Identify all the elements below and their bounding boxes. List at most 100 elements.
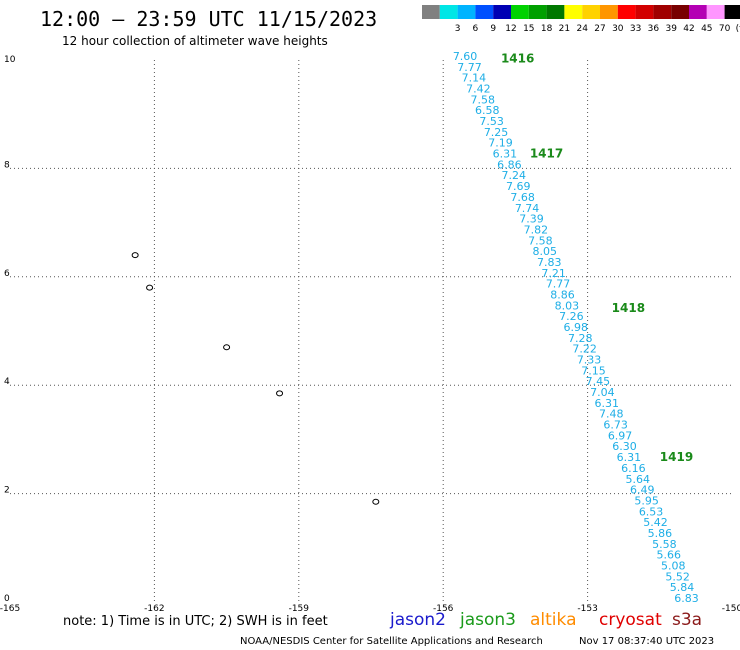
swh-value: 8.05: [533, 245, 558, 258]
satellite-legend-item: jason2: [389, 610, 446, 630]
swh-value: 6.83: [674, 592, 699, 605]
swh-value: 7.39: [519, 213, 544, 226]
y-tick-label: 6: [4, 269, 10, 279]
swh-track: 7.607.777.147.427.586.587.537.257.196.31…: [453, 50, 699, 605]
legend-label: 39: [665, 24, 677, 34]
swh-value: 7.42: [466, 83, 491, 96]
y-tick-label: 0: [4, 594, 10, 604]
swh-value: 8.86: [550, 288, 575, 301]
swh-value: 7.24: [502, 169, 527, 182]
swh-value: 6.31: [595, 397, 620, 410]
footer-agency: NOAA/NESDIS Center for Satellite Applica…: [240, 636, 543, 647]
footer-timestamp: Nov 17 08:37:40 UTC 2023: [579, 636, 714, 647]
swh-value: 5.86: [648, 527, 673, 540]
swh-value: 6.53: [639, 505, 664, 518]
swh-value: 5.66: [657, 549, 682, 562]
grid-lines: [10, 60, 732, 602]
legend-swatch: [600, 5, 618, 19]
swh-value: 7.28: [568, 332, 593, 345]
island-outline: [131, 252, 139, 259]
legend-swatch: [724, 5, 740, 19]
legend-label: 15: [523, 24, 534, 34]
satellite-legend: jason2 jason3 altika cryosat s3a: [389, 610, 702, 630]
swh-value: 5.84: [670, 581, 695, 594]
satellite-legend-item: s3a: [672, 610, 702, 630]
legend-swatch: [635, 5, 654, 19]
swh-value: 8.03: [555, 299, 580, 312]
legend-label: 33: [630, 24, 641, 34]
legend-swatch: [582, 5, 600, 19]
islands: [131, 252, 380, 505]
y-tick-label: 2: [4, 486, 10, 496]
swh-value: 7.83: [537, 256, 562, 269]
satellite-legend-item: jason3: [459, 610, 516, 630]
swh-value: 5.52: [665, 570, 690, 583]
legend-swatch: [475, 5, 494, 19]
legend-label: 3: [455, 24, 461, 34]
swh-value: 6.73: [603, 419, 628, 432]
swh-value: 7.04: [590, 386, 615, 399]
swh-value: 6.58: [475, 104, 500, 117]
legend-label: 12: [505, 24, 516, 34]
legend-swatch: [511, 5, 529, 19]
legend-swatch: [564, 5, 583, 19]
pass-number-label: 1418: [612, 301, 645, 315]
legend-label: 6: [473, 24, 479, 34]
swh-value: 6.86: [497, 158, 522, 171]
legend-swatch: [439, 5, 458, 19]
swh-value: 7.60: [453, 50, 478, 63]
y-tick-label: 4: [4, 377, 10, 387]
legend-swatch: [422, 5, 440, 19]
pass-number-label: 1419: [660, 450, 693, 464]
swh-value: 7.77: [546, 278, 571, 291]
pass-number-label: 1417: [530, 147, 563, 161]
swh-value: 7.74: [515, 202, 540, 215]
x-tick-label: -162: [144, 604, 164, 614]
y-tick-label: 8: [4, 160, 10, 170]
swh-value: 5.42: [643, 516, 668, 529]
x-tick-label: -156: [433, 604, 454, 614]
legend-label: 70: [719, 24, 731, 34]
chart-title: 12:00 – 23:59 UTC 11/15/2023: [40, 7, 377, 31]
legend-label: 42: [683, 24, 694, 34]
swh-value: 7.22: [572, 343, 597, 356]
swh-value: 7.45: [586, 375, 611, 388]
legend-label: 24: [576, 24, 588, 34]
x-tick-label: -153: [577, 604, 597, 614]
island-outline: [276, 390, 284, 397]
swh-value: 6.49: [630, 484, 655, 497]
swh-value: 7.58: [471, 93, 496, 106]
swh-value: 6.98: [564, 321, 589, 334]
note-text: note: 1) Time is in UTC; 2) SWH is in fe…: [63, 614, 328, 629]
x-tick-label: -165: [0, 604, 20, 614]
legend-swatch: [546, 5, 565, 19]
island-outline: [146, 284, 154, 291]
swh-value: 5.08: [661, 559, 686, 572]
swh-value: 7.14: [462, 72, 487, 85]
swh-value: 6.31: [493, 148, 517, 161]
swh-value: 5.58: [652, 538, 677, 551]
swh-value: 7.82: [524, 223, 549, 236]
swh-value: 6.31: [617, 451, 642, 464]
island-outline: [223, 344, 231, 351]
pass-labels: 1416 1417 1418 1419: [501, 52, 693, 464]
swh-value: 7.58: [528, 234, 553, 247]
swh-value: 7.68: [510, 191, 535, 204]
swh-value: 7.15: [581, 364, 606, 377]
swh-value: 7.48: [599, 408, 624, 421]
satellite-legend-item: cryosat: [599, 610, 662, 630]
swh-value: 7.69: [506, 180, 531, 193]
pass-number-label: 1416: [501, 52, 534, 66]
satellite-legend-item: altika: [530, 610, 577, 630]
legend-swatch: [457, 5, 476, 19]
legend-swatch: [653, 5, 672, 19]
legend-label: 45: [701, 24, 712, 34]
legend-label: 27: [594, 24, 605, 34]
chart-subtitle: 12 hour collection of altimeter wave hei…: [62, 34, 328, 48]
y-tick-label: 10: [4, 55, 16, 65]
legend-swatch: [617, 5, 636, 19]
legend-label: 36: [648, 24, 660, 34]
legend-label: 9: [490, 24, 496, 34]
legend-swatch: [706, 5, 725, 19]
